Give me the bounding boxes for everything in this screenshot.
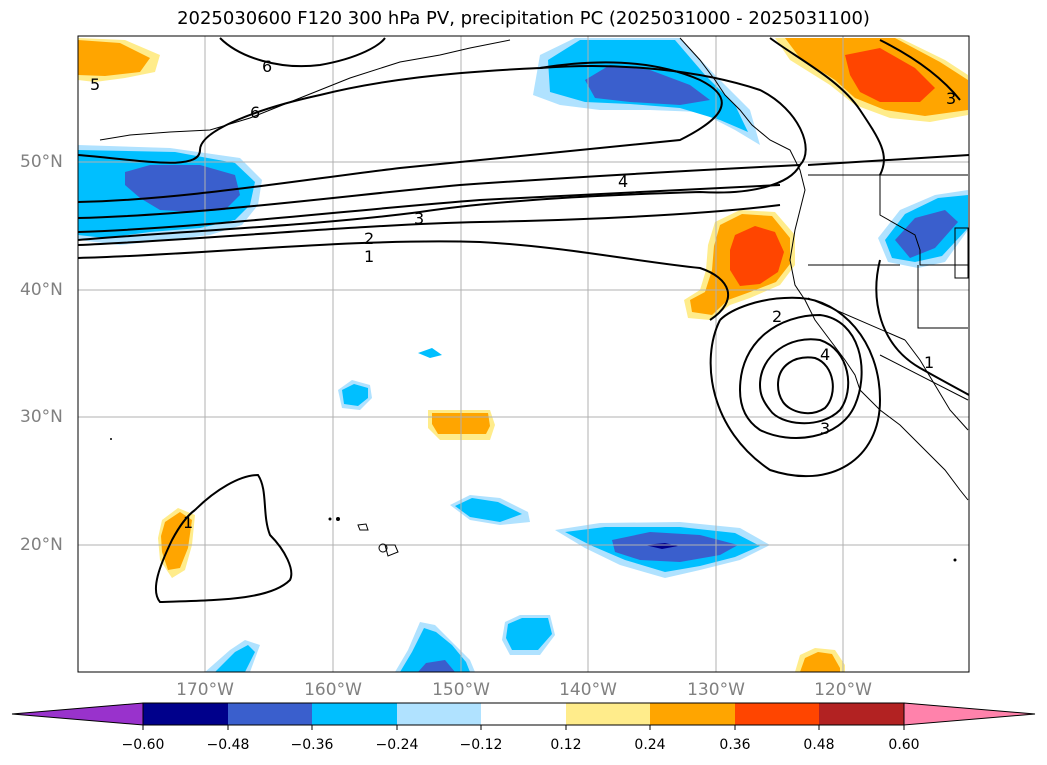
pv-label: 6 bbox=[250, 103, 260, 122]
map-border bbox=[77, 35, 970, 673]
lon-label-150w: 150°W bbox=[432, 680, 490, 700]
pv-label: 3 bbox=[820, 419, 830, 438]
lat-label-50n: 50°N bbox=[20, 152, 63, 172]
colorbar-tick-label: −0.36 bbox=[290, 737, 334, 753]
pv-label: 2 bbox=[364, 229, 374, 248]
pv-label: 5 bbox=[90, 75, 100, 94]
pv-contours bbox=[77, 37, 970, 604]
colorbar-tick-label: 0.60 bbox=[888, 737, 920, 753]
colorbar-tick-label: −0.24 bbox=[375, 737, 419, 753]
colorbar-tick-label: −0.48 bbox=[206, 737, 250, 753]
coastlines bbox=[99, 37, 969, 501]
lon-label-170w: 170°W bbox=[176, 680, 234, 700]
lon-label-160w: 160°W bbox=[304, 680, 362, 700]
islands bbox=[110, 438, 957, 562]
lat-label-20n: 20°N bbox=[20, 535, 63, 555]
graticule bbox=[78, 36, 969, 672]
pv-label: 1 bbox=[183, 513, 193, 532]
pv-label: 4 bbox=[618, 172, 628, 191]
lat-label-40n: 40°N bbox=[20, 280, 63, 300]
lat-label-30n: 30°N bbox=[20, 407, 63, 427]
contour-labels: 6 6 5 4 3 2 1 2 4 3 1 1 3 bbox=[90, 57, 956, 532]
pv-label: 1 bbox=[364, 247, 374, 266]
colorbar-tick-label: 0.12 bbox=[550, 737, 582, 753]
pv-label: 3 bbox=[946, 89, 956, 108]
colorbar-tick-label: 0.36 bbox=[719, 737, 751, 753]
colorbar-tick-label: 0.24 bbox=[634, 737, 666, 753]
colorbar-tick-label: −0.12 bbox=[459, 737, 503, 753]
map-frame bbox=[78, 36, 969, 672]
colorbar-tick-label: 0.48 bbox=[803, 737, 835, 753]
map-title: 2025030600 F120 300 hPa PV, precipitatio… bbox=[177, 8, 870, 29]
lon-label-130w: 130°W bbox=[687, 680, 745, 700]
lon-label-140w: 140°W bbox=[559, 680, 617, 700]
lon-label-120w: 120°W bbox=[814, 680, 872, 700]
pv-label: 1 bbox=[924, 353, 934, 372]
precipitation-fill-layer bbox=[78, 38, 968, 672]
pv-label: 3 bbox=[414, 209, 424, 228]
pv-label: 2 bbox=[772, 307, 782, 326]
colorbar-tick-label: −0.60 bbox=[121, 737, 165, 753]
pv-label: 4 bbox=[820, 345, 830, 364]
colorbar bbox=[11, 702, 1036, 730]
pv-label: 6 bbox=[262, 57, 272, 76]
